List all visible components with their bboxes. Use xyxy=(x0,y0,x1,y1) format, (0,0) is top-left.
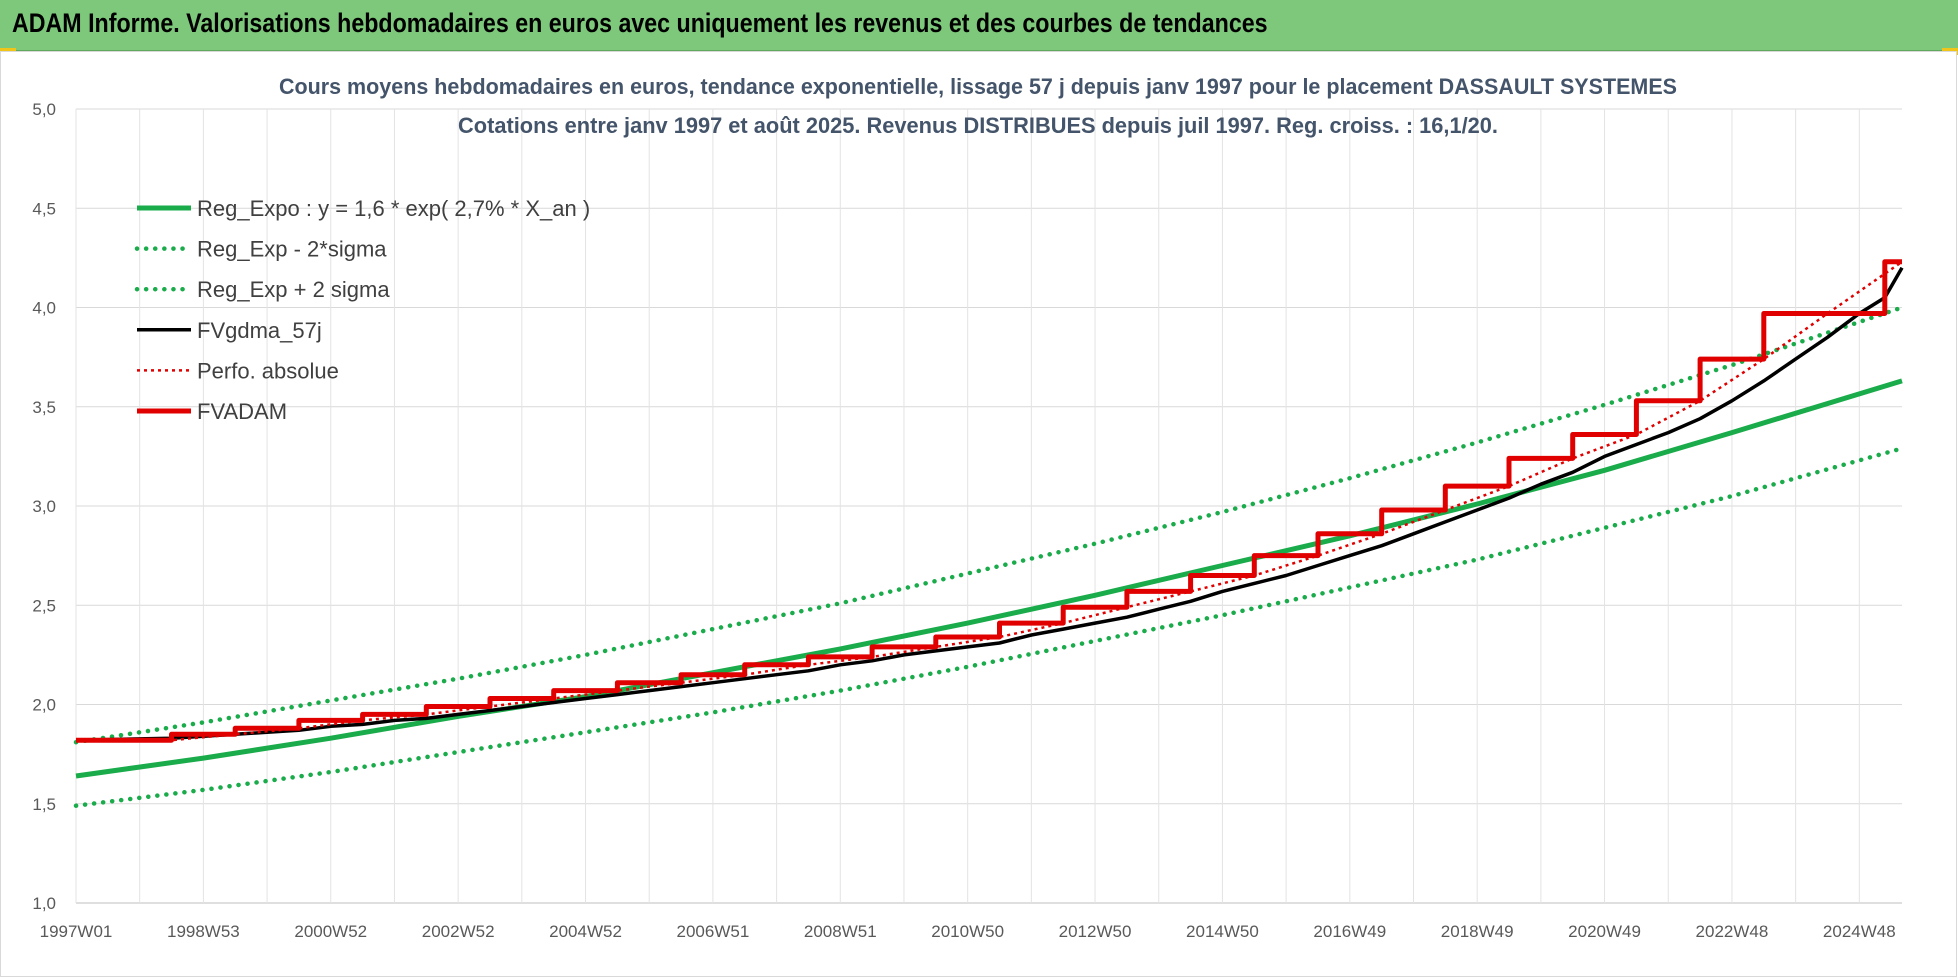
series-line-5 xyxy=(76,259,1902,743)
gridlines xyxy=(75,108,1902,904)
chart-title-line2: Cotations entre janv 1997 et août 2025. … xyxy=(458,113,1498,138)
y-tick-label: 5,0 xyxy=(32,100,56,119)
legend-label: FVADAM xyxy=(197,399,287,424)
y-tick-label: 1,5 xyxy=(32,795,56,814)
y-axis-ticks: 1,0 1,5 2,0 2,5 3,0 3,5 4,0 4,5 5,0 xyxy=(32,100,56,913)
series-line-3 xyxy=(75,266,1904,742)
y-tick-label: 2,5 xyxy=(32,596,56,615)
chart-title-line1: Cours moyens hebdomadaires en euros, ten… xyxy=(279,74,1677,99)
legend-label: Perfo. absolue xyxy=(197,358,339,383)
y-tick-label: 4,0 xyxy=(32,299,56,318)
legend: Reg_Expo : y = 1,6 * exp( 2,7% * X_an ) R… xyxy=(134,196,590,424)
plot-lines xyxy=(73,259,1905,808)
x-tick-label: 2006W51 xyxy=(677,922,750,941)
x-tick-label: 1997W01 xyxy=(40,922,113,941)
series-line-0 xyxy=(75,378,1903,779)
chart-area xyxy=(0,51,1957,977)
legend-label: Reg_Exp - 2*sigma xyxy=(197,237,387,262)
page-title: ADAM Informe. Valorisations hebdomadaire… xyxy=(12,8,1268,38)
x-tick-label: 2010W50 xyxy=(931,922,1004,941)
x-tick-label: 2002W52 xyxy=(422,922,495,941)
series-line-2 xyxy=(73,305,1905,745)
chart: 1,0 1,5 2,0 2,5 3,0 3,5 4,0 4,5 5,0 1997W01 1998W… xyxy=(0,51,1957,977)
x-tick-label: 2004W52 xyxy=(549,922,622,941)
x-tick-label: 2000W52 xyxy=(294,922,367,941)
x-tick-label: 1998W53 xyxy=(167,922,240,941)
y-tick-label: 4,5 xyxy=(32,199,56,218)
legend-label: FVgdma_57j xyxy=(197,318,322,343)
y-tick-label: 3,5 xyxy=(32,398,56,417)
x-tick-label: 2014W50 xyxy=(1186,922,1259,941)
series-line-1 xyxy=(73,446,1905,808)
y-tick-label: 3,0 xyxy=(32,497,56,516)
legend-label: Reg_Exp + 2 sigma xyxy=(197,277,390,302)
x-tick-label: 2008W51 xyxy=(804,922,877,941)
x-tick-label: 2024W48 xyxy=(1823,922,1896,941)
x-tick-label: 2012W50 xyxy=(1059,922,1132,941)
x-tick-label: 2020W49 xyxy=(1568,922,1641,941)
header-banner: ADAM Informe. Valorisations hebdomadaire… xyxy=(0,0,1958,51)
legend-label: Reg_Expo : y = 1,6 * exp( 2,7% * X_an ) xyxy=(197,196,590,221)
x-tick-label: 2016W49 xyxy=(1313,922,1386,941)
y-tick-label: 2,0 xyxy=(32,696,56,715)
x-tick-label: 2022W48 xyxy=(1696,922,1769,941)
y-tick-label: 1,0 xyxy=(32,894,56,913)
x-axis-ticks: 1997W01 1998W53 2000W52 2002W52 2004W52 2006W… xyxy=(40,922,1896,941)
x-tick-label: 2018W49 xyxy=(1441,922,1514,941)
